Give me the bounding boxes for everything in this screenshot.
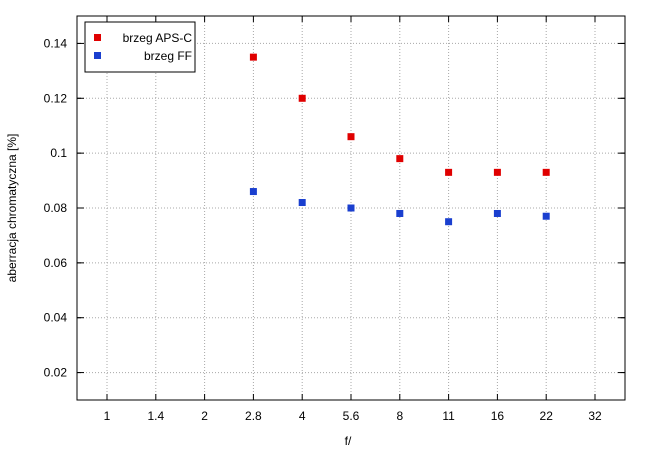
- x-tick-label: 16: [491, 409, 505, 423]
- ff-point: [249, 188, 257, 196]
- x-tick-label: 5.6: [343, 409, 360, 423]
- legend-box: [84, 21, 196, 73]
- ff-point: [493, 209, 501, 217]
- x-tick-label: 22: [540, 409, 554, 423]
- aps-c-point: [298, 94, 306, 102]
- legend-marker-aps-c: [94, 34, 101, 41]
- aps-c-point: [445, 168, 453, 176]
- x-tick-label: 11: [442, 409, 455, 423]
- data-points: [249, 53, 550, 226]
- x-tick-label: 4: [299, 409, 306, 423]
- aps-c-point: [396, 155, 404, 163]
- ff-point: [542, 212, 550, 220]
- y-tick-label: 0.08: [44, 201, 68, 215]
- x-tick-label: 1: [104, 409, 111, 423]
- x-tick-label: 2.8: [245, 409, 262, 423]
- legend-marker-ff: [94, 52, 101, 59]
- y-tick-label: 0.12: [44, 91, 68, 105]
- ff-point: [347, 204, 355, 212]
- y-tick-label: 0.02: [44, 366, 68, 380]
- legend-label-aps-c: brzeg APS-C: [123, 31, 193, 45]
- ff-point: [298, 199, 306, 207]
- y-tick-label: 0.1: [50, 146, 67, 160]
- y-axis-tick-labels: 0.02 0.04 0.06 0.08 0.1 0.12 0.14: [44, 36, 68, 379]
- axis-ticks: [77, 16, 625, 400]
- aps-c-point: [493, 168, 501, 176]
- ff-point: [396, 209, 404, 217]
- legend-label-ff: brzeg FF: [144, 49, 192, 63]
- y-tick-label: 0.04: [44, 311, 68, 325]
- grid: [77, 16, 625, 400]
- aps-c-point: [249, 53, 257, 61]
- x-axis-title: f/: [345, 434, 352, 448]
- x-tick-label: 2: [201, 409, 208, 423]
- aps-c-point: [542, 168, 550, 176]
- x-tick-label: 1.4: [147, 409, 164, 423]
- y-axis-title: aberracja chromatyczna [%]: [5, 134, 19, 283]
- aps-c-point: [347, 133, 355, 141]
- y-tick-label: 0.06: [44, 256, 68, 270]
- legend: brzeg APS-C brzeg FF: [84, 21, 196, 73]
- y-tick-label: 0.14: [44, 36, 68, 50]
- ff-point: [445, 218, 453, 226]
- x-tick-label: 32: [588, 409, 602, 423]
- x-axis-tick-labels: 1 1.4 2 2.8 4 5.6 8 11 16 22 32: [104, 409, 602, 423]
- x-tick-label: 8: [396, 409, 403, 423]
